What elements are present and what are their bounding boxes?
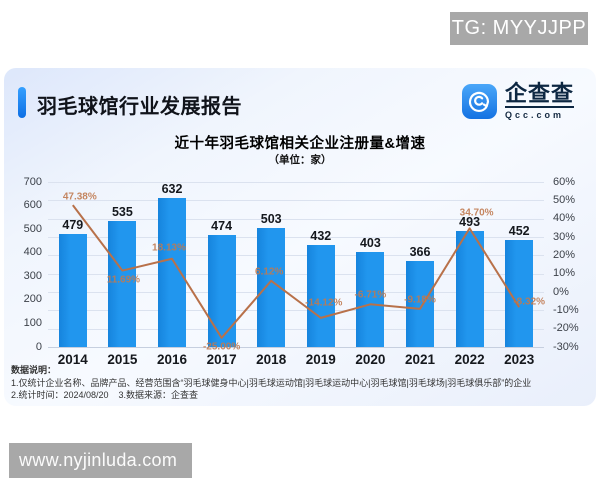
bar-value-label: 632 bbox=[161, 182, 183, 197]
bar-2022 bbox=[455, 230, 484, 347]
x-axis-tick: 2023 bbox=[504, 352, 535, 367]
chart-title: 近十年羽毛球馆相关企业注册量&增速 bbox=[174, 136, 426, 152]
y-axis-left-tick: 100 bbox=[23, 316, 42, 329]
bar-value-label: 403 bbox=[359, 236, 381, 250]
y-axis-left-tick: 200 bbox=[23, 293, 42, 306]
x-axis-tick: 2019 bbox=[305, 352, 336, 367]
bar-value-label: 452 bbox=[508, 224, 530, 239]
qcc-logo: 企查查 Qcc.com bbox=[461, 81, 574, 120]
y-axis-right-tick: -20% bbox=[553, 322, 579, 335]
y-axis-left-tick: 500 bbox=[23, 222, 42, 235]
y-axis-left-tick: 700 bbox=[23, 175, 42, 188]
x-axis-tick: 2014 bbox=[57, 352, 88, 367]
y-axis-right-tick: 10% bbox=[553, 267, 576, 280]
report-card: 羽毛球馆行业发展报告 企查查 Qcc.com 近十年羽毛球馆相关企业注册量&增速… bbox=[4, 68, 596, 406]
y-axis-right-tick: 30% bbox=[553, 230, 576, 243]
report-title: 羽毛球馆行业发展报告 bbox=[37, 96, 242, 118]
bar-2023 bbox=[505, 240, 534, 347]
footnotes: 数据说明： 1.仅统计企业名称、品牌产品、经营范围含“羽毛球健身中心|羽毛球运动… bbox=[11, 364, 589, 401]
bar-2019 bbox=[306, 245, 335, 347]
x-axis-tick: 2017 bbox=[206, 352, 237, 367]
footnote-line1: 1.仅统计企业名称、品牌产品、经营范围含“羽毛球健身中心|羽毛球运动馆|羽毛球运… bbox=[11, 378, 532, 388]
bar-2014 bbox=[58, 234, 87, 347]
y-axis-left-tick: 0 bbox=[35, 340, 42, 353]
bar-value-label: 474 bbox=[211, 219, 233, 234]
bar-2016 bbox=[158, 198, 186, 347]
growth-label-2016: 18.13% bbox=[152, 242, 186, 254]
bar-value-label: 432 bbox=[310, 229, 332, 244]
footnote-heading: 数据说明： bbox=[11, 365, 57, 375]
y-axis-left-tick: 400 bbox=[23, 246, 42, 259]
card-header: 羽毛球馆行业发展报告 企查查 Qcc.com bbox=[4, 68, 596, 124]
growth-label-2019: -14.12% bbox=[305, 297, 343, 309]
x-axis-tick: 2015 bbox=[107, 352, 138, 367]
bar-2017 bbox=[207, 235, 236, 347]
gridline bbox=[48, 182, 544, 183]
bar-value-label: 366 bbox=[409, 244, 431, 259]
y-axis-right-tick: 50% bbox=[553, 193, 576, 206]
y-axis-left-tick: 300 bbox=[23, 269, 42, 282]
y-axis-right-tick: 20% bbox=[553, 248, 576, 261]
title-accent-bar bbox=[18, 87, 26, 118]
bar-value-label: 503 bbox=[260, 212, 282, 227]
chart-unit-subtitle: （单位：家） bbox=[268, 154, 332, 166]
watermark-url: www.nyjinluda.com bbox=[9, 443, 192, 478]
x-axis-tick: 2022 bbox=[454, 352, 485, 367]
y-axis-right-tick: -10% bbox=[553, 303, 579, 316]
x-axis-tick: 2018 bbox=[256, 352, 287, 367]
footnote-line2: 2.统计时间：2024/08/20 3.数据来源：企查查 bbox=[11, 390, 199, 400]
growth-label-2023: -8.32% bbox=[513, 296, 546, 308]
growth-label-2018: 6.12% bbox=[255, 266, 284, 278]
qcc-logo-icon bbox=[461, 83, 497, 119]
y-axis-right-tick: 0% bbox=[553, 285, 569, 298]
growth-label-2022: 34.70% bbox=[459, 207, 494, 219]
x-axis-tick: 2021 bbox=[404, 352, 436, 367]
growth-label-2014: 47.38% bbox=[62, 191, 97, 203]
x-axis-tick: 2016 bbox=[156, 352, 188, 367]
bar-value-label: 479 bbox=[62, 218, 84, 233]
x-axis-tick: 2020 bbox=[355, 352, 386, 367]
growth-label-2015: 11.69% bbox=[106, 274, 141, 286]
qcc-domain: Qcc.com bbox=[504, 110, 565, 120]
y-axis-right-tick: 60% bbox=[553, 175, 576, 188]
growth-label-2021: -9.18% bbox=[404, 294, 436, 306]
qcc-logo-text: 企查查 Qcc.com bbox=[504, 81, 574, 120]
gridline bbox=[48, 347, 544, 348]
bar-2018 bbox=[257, 228, 286, 347]
chart-plot: 60% 50% 40% 30% 20% 10% 0% -10% -20% -30% 700 600 50… bbox=[4, 68, 596, 406]
y-axis-right-tick: 40% bbox=[553, 212, 576, 225]
growth-label-2017: -25.00% bbox=[202, 341, 241, 353]
qcc-brand-name: 企查查 bbox=[504, 81, 574, 108]
y-axis-left-tick: 600 bbox=[23, 199, 42, 212]
gridline bbox=[48, 200, 544, 202]
tg-badge: TG: MYYJJPP bbox=[450, 12, 588, 45]
y-axis-right-tick: -30% bbox=[553, 340, 579, 353]
growth-label-2020: -6.71% bbox=[354, 289, 387, 301]
bar-value-label: 535 bbox=[111, 204, 133, 219]
